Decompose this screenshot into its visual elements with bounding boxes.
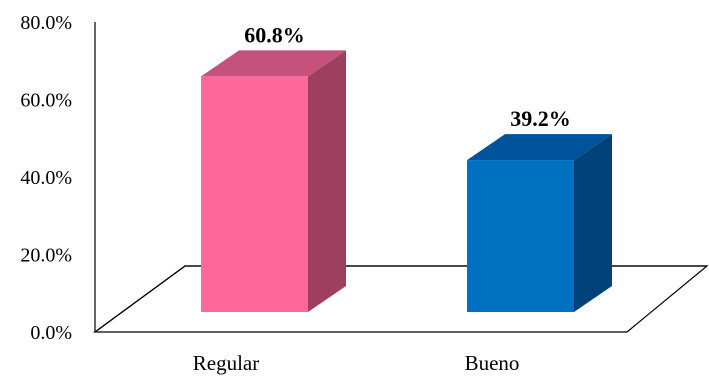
y-tick-label: 40.0% [20, 167, 72, 189]
bar-regular [201, 50, 346, 313]
data-label-bueno: 39.2% [510, 106, 571, 131]
category-labels: Regular Bueno [193, 351, 520, 375]
floor-back-edge [94, 265, 707, 333]
bar-front-face [467, 160, 574, 312]
bar-front-face [201, 76, 308, 313]
y-tick-label: 80.0% [20, 12, 72, 34]
y-tick-label: 20.0% [20, 245, 72, 267]
category-label-bueno: Bueno [465, 351, 520, 375]
data-label-regular: 60.8% [244, 22, 305, 47]
bars [201, 50, 612, 313]
y-tick-label: 0.0% [30, 322, 72, 344]
category-label-regular: Regular [193, 351, 259, 375]
chart-axes [93, 22, 709, 333]
data-labels: 60.8% 39.2% [244, 22, 571, 131]
bar-side-face [574, 134, 612, 312]
y-tick-label: 60.0% [20, 90, 72, 112]
bar-bueno [467, 134, 612, 312]
bar-top-face [201, 50, 346, 77]
y-tick-labels: 0.0% 20.0% 40.0% 60.0% 80.0% [20, 12, 72, 344]
floor-plane [93, 265, 709, 333]
bar-side-face [308, 50, 346, 313]
bar-top-face [467, 134, 612, 161]
